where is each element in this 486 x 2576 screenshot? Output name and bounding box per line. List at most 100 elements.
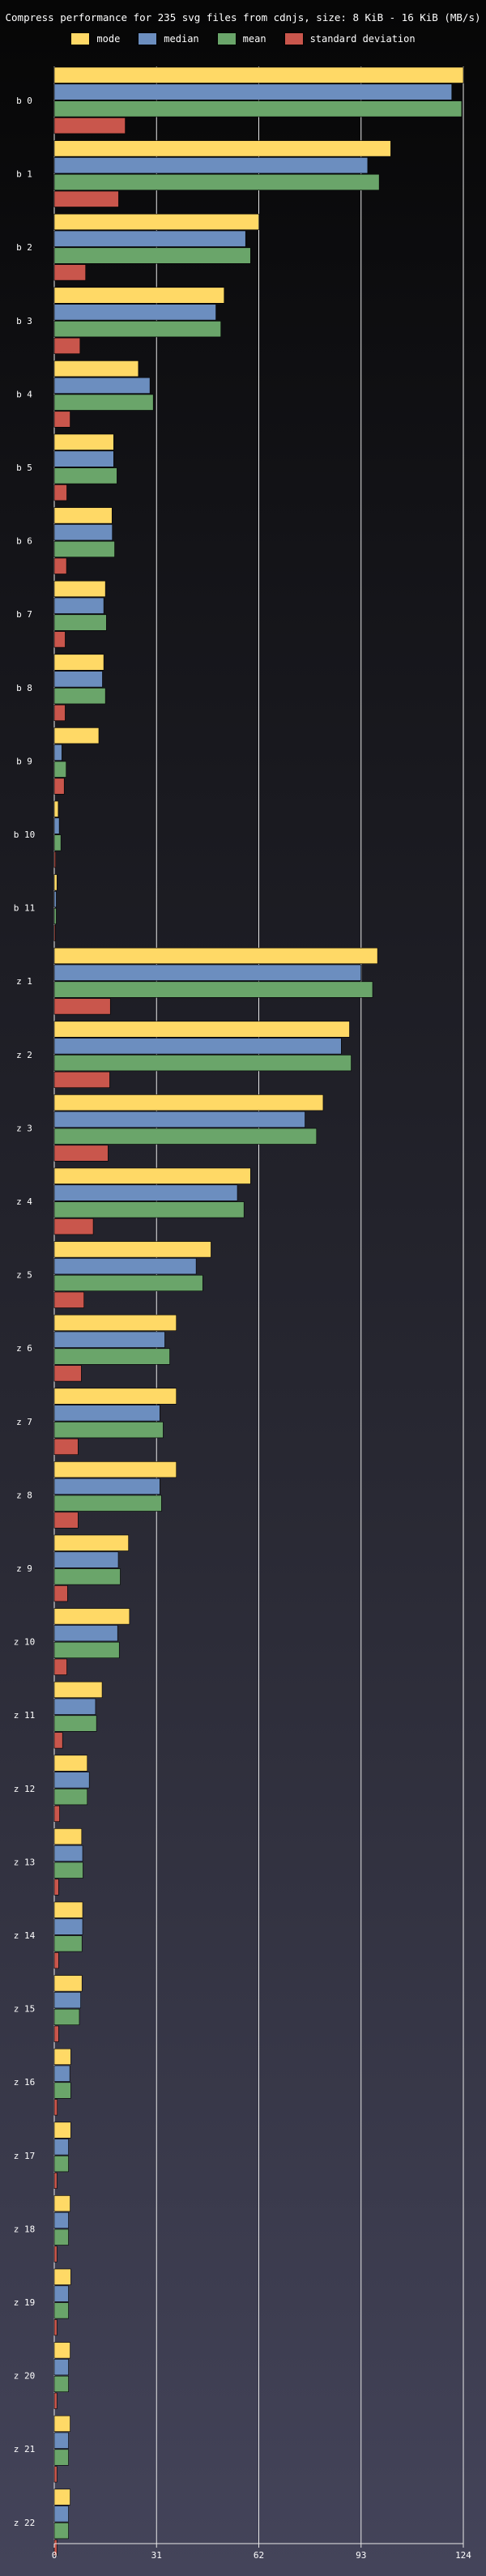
bar [53, 2156, 69, 2173]
bar [53, 597, 104, 614]
bar [53, 1551, 119, 1568]
bar [53, 2489, 70, 2506]
category-label: z 3 [16, 1123, 32, 1133]
bar [53, 907, 57, 924]
bar [53, 2449, 69, 2466]
bar [53, 1314, 177, 1331]
bar [53, 304, 216, 321]
bar [53, 688, 106, 705]
bar [53, 2342, 70, 2359]
bar [53, 1901, 83, 1918]
x-tick-label: 93 [356, 2550, 366, 2561]
category-label: b 10 [14, 830, 36, 840]
bar [53, 1388, 177, 1405]
bar [53, 1495, 162, 1512]
bar [53, 2082, 71, 2099]
category-label: z 14 [14, 1930, 36, 1941]
bar [53, 874, 58, 891]
bar [53, 2506, 69, 2523]
bar [53, 337, 81, 355]
bar [53, 761, 66, 778]
bar [53, 557, 67, 574]
bar [53, 2195, 70, 2212]
bar [53, 1201, 245, 1218]
bar [53, 213, 259, 231]
bar [53, 2211, 69, 2228]
category-label: z 15 [14, 2004, 36, 2015]
bar [53, 924, 56, 941]
bar [53, 264, 86, 281]
bar [53, 1828, 83, 1845]
bar [53, 2392, 58, 2409]
bar [53, 1879, 59, 1896]
bar [53, 2245, 58, 2263]
category-label: z 13 [14, 1857, 36, 1867]
bar [53, 117, 126, 134]
bar [53, 411, 70, 428]
bar [53, 1461, 177, 1478]
category-label: z 9 [16, 1563, 32, 1574]
bar [53, 851, 56, 868]
legend-item: mean [216, 32, 266, 45]
category-label: b 11 [14, 903, 36, 914]
category-label: z 20 [14, 2371, 36, 2382]
category-label: z 5 [16, 1270, 32, 1281]
x-tick-label: 31 [151, 2550, 162, 2561]
category-label: z 6 [16, 1343, 32, 1354]
bar [53, 1625, 118, 1642]
bar [53, 1715, 97, 1732]
bar [53, 2099, 58, 2116]
category-label: b 1 [16, 169, 32, 180]
bar [53, 2065, 70, 2082]
bar [53, 1755, 88, 1772]
bar [53, 394, 154, 411]
bar [53, 1145, 109, 1162]
bar [53, 1478, 160, 1495]
bar [53, 1992, 81, 2009]
bar [53, 1405, 160, 1422]
bar [53, 247, 251, 264]
category-label: b 5 [16, 463, 32, 473]
bar [53, 1184, 238, 1201]
legend-item: standard deviation [284, 32, 416, 45]
category-label: z 4 [16, 1196, 32, 1207]
bar [53, 450, 114, 467]
bar [53, 1845, 83, 1862]
bar [53, 1512, 79, 1529]
bar [53, 1975, 83, 1992]
bar [53, 1789, 88, 1806]
bar [53, 1071, 110, 1088]
legend-item: mode [70, 32, 120, 45]
bar [53, 2466, 58, 2483]
bar [53, 671, 103, 688]
legend-swatch [216, 32, 237, 45]
bar [53, 1918, 83, 1935]
bar [53, 140, 391, 157]
bar [53, 817, 60, 834]
bar [53, 1698, 96, 1715]
bar [53, 467, 117, 484]
bar [53, 1935, 83, 1952]
bar [53, 704, 66, 722]
category-label: z 7 [16, 1417, 32, 1427]
bar [53, 360, 139, 377]
bar [53, 1658, 67, 1675]
bar [53, 778, 65, 795]
bar [53, 1952, 59, 1969]
bar [53, 66, 464, 83]
category-label: z 17 [14, 2151, 36, 2161]
bar [53, 507, 113, 524]
bar [53, 433, 114, 450]
legend-swatch [138, 32, 158, 45]
bar [53, 1585, 68, 1602]
bar [53, 654, 104, 671]
bar [53, 484, 67, 501]
bar [53, 540, 115, 558]
bar [53, 2359, 69, 2376]
bar [53, 1348, 170, 1365]
bar [53, 2268, 71, 2285]
bar [53, 580, 106, 598]
bar [53, 524, 113, 541]
bar [53, 744, 62, 761]
